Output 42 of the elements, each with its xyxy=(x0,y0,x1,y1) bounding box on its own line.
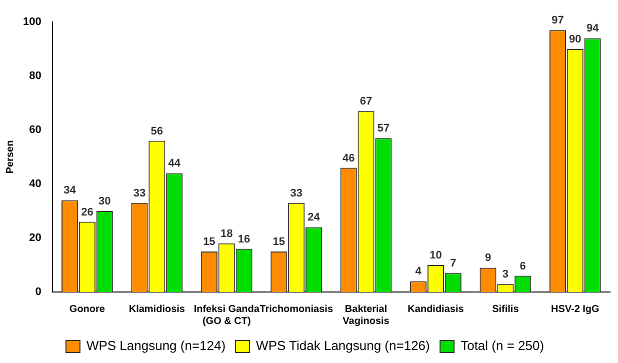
data-label: 57 xyxy=(377,122,390,135)
y-tick-label: 60 xyxy=(29,124,42,136)
data-label: 9 xyxy=(484,252,492,264)
data-label: 3 xyxy=(502,268,509,280)
y-tick-label: 20 xyxy=(29,232,42,244)
y-tick-label: 40 xyxy=(29,178,42,190)
data-label: 94 xyxy=(586,22,600,35)
data-label: 4 xyxy=(415,266,422,278)
data-label: 44 xyxy=(168,158,182,170)
data-label: 56 xyxy=(150,125,164,138)
data-label: 7 xyxy=(450,258,456,270)
x-tick-label: Sifilis xyxy=(492,304,520,315)
data-label: 90 xyxy=(569,34,582,46)
data-label: 34 xyxy=(64,184,77,197)
data-label: 24 xyxy=(308,212,321,224)
data-label: 67 xyxy=(360,96,372,108)
data-label: 33 xyxy=(290,187,302,200)
y-tick-label: 80 xyxy=(29,70,42,82)
x-tick-label: Gonore xyxy=(69,304,106,315)
x-tick-label: Bakterial Vaginosis xyxy=(342,304,390,327)
legend-label: WPS Langsung (n=124) xyxy=(86,338,226,354)
data-label: 33 xyxy=(133,187,146,200)
y-tick-label: 0 xyxy=(35,286,42,298)
data-label: 10 xyxy=(430,250,442,262)
legend-label: Total (n = 250) xyxy=(460,338,544,354)
x-tick-label: Klamidiosis xyxy=(128,304,186,315)
data-label: 26 xyxy=(81,206,94,218)
y-axis-title: Persen xyxy=(4,140,16,174)
data-label: 97 xyxy=(552,14,564,27)
x-tick-label: HSV-2 IgG xyxy=(550,304,600,315)
legend-label: WPS Tidak Langsung (n=126) xyxy=(256,338,430,354)
data-label: 6 xyxy=(520,260,526,272)
data-label: 18 xyxy=(220,228,233,240)
data-label: 16 xyxy=(238,233,250,246)
y-tick-label: 100 xyxy=(22,16,42,28)
x-tick-label: Infeksi Ganda (GO & CT) xyxy=(194,304,260,327)
x-tick-label: Kandidiasis xyxy=(408,304,464,315)
data-label: 15 xyxy=(203,236,216,248)
data-label: 30 xyxy=(98,196,111,208)
x-tick-label: Trichomoniasis xyxy=(260,304,334,315)
data-label: 46 xyxy=(342,152,355,164)
data-label: 15 xyxy=(272,236,286,248)
